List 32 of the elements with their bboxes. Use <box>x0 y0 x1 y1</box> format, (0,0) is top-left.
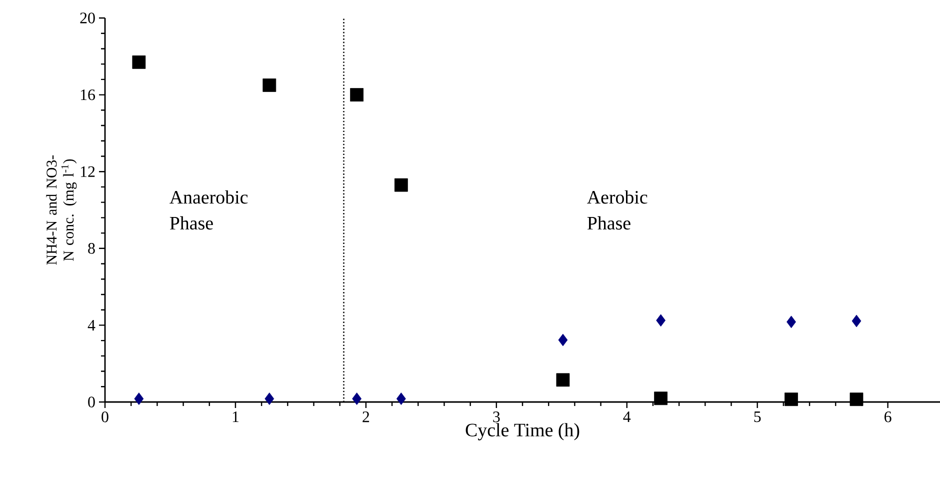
point <box>394 178 408 192</box>
point <box>852 314 862 328</box>
point <box>556 373 570 387</box>
x-axis-title: Cycle Time (h) <box>466 423 580 440</box>
x-tick-label: 2 <box>362 412 370 422</box>
point <box>850 392 864 406</box>
point <box>558 334 568 346</box>
annotation: Anaerobic Phase <box>170 190 248 230</box>
x-tick-label: 4 <box>623 412 631 422</box>
x-tick-label: 6 <box>884 412 892 422</box>
y-tick-label: 12 <box>80 166 95 177</box>
y-tick-label: 16 <box>80 89 96 100</box>
x-tick-label: 3 <box>493 412 500 422</box>
point <box>264 392 274 405</box>
point <box>262 78 276 92</box>
point <box>396 392 406 405</box>
x-tick-label: 5 <box>754 412 761 422</box>
y-tick-label: 20 <box>80 12 95 24</box>
x-tick-label: 0 <box>102 412 108 422</box>
point <box>352 392 362 405</box>
point <box>654 392 668 406</box>
point <box>786 316 796 328</box>
y-tick-label: 4 <box>88 320 96 330</box>
y-tick-label: 8 <box>88 243 95 254</box>
point <box>132 55 146 69</box>
point <box>350 88 364 102</box>
point <box>134 392 144 405</box>
annotation: Aerobic Phase <box>587 190 648 230</box>
point <box>784 392 798 406</box>
x-tick-label: 1 <box>232 412 238 422</box>
point <box>656 314 666 327</box>
y-tick-label: 0 <box>88 396 95 408</box>
